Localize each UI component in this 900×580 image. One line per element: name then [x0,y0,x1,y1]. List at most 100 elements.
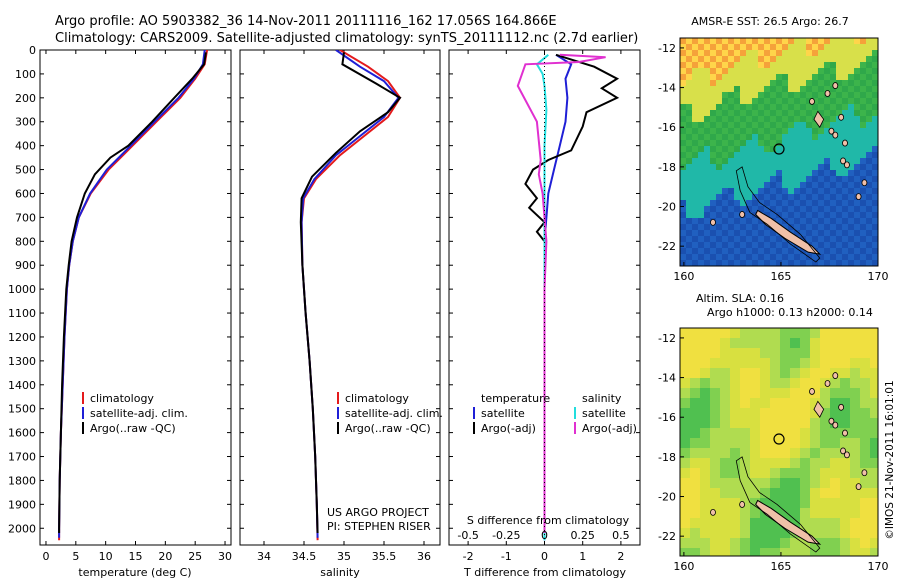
map-cell [790,458,801,469]
map-cell [680,518,691,529]
map-cell [800,508,811,519]
map-cell [806,188,813,195]
map-cell [872,158,878,165]
map-cell [690,438,701,449]
map-cell [770,44,777,51]
map-cell [728,152,735,159]
map-cell [728,170,735,177]
map-cell [794,44,801,51]
map-cell [848,122,855,129]
map-cell [710,188,717,195]
map-cell [872,188,878,195]
map-cell [794,56,801,63]
map-cell [860,80,867,87]
map-cell [842,104,849,111]
map-cell [850,478,861,489]
map-cell [734,206,741,213]
map-cell [720,448,731,459]
map-cell [806,104,813,111]
x-top-tick-label: 0.5 [612,529,630,542]
map-cell [810,508,821,519]
map-cell [734,104,741,111]
small-island [844,451,850,459]
map-cell [842,110,849,117]
map-cell [794,248,801,255]
small-island [838,403,845,411]
map-cell [770,62,777,69]
map-cell [758,38,765,45]
map-cell [824,62,831,69]
map-cell [820,508,831,519]
map-cell [860,548,871,556]
map-cell [872,62,878,69]
map-cell [800,152,807,159]
map-cell [680,158,687,165]
map-cell [836,260,843,266]
map-cell [788,74,795,81]
map-cell [764,188,771,195]
map-cell [788,68,795,75]
map-cell [690,488,701,499]
map-cell [872,116,878,123]
map-cell [730,468,741,479]
map-cell [680,176,687,183]
map-cell [764,80,771,87]
map-cell [750,368,761,379]
map-cell [740,328,751,339]
map-cell [770,488,781,499]
map-cell [850,538,861,549]
map-cell [842,80,849,87]
map-cell [758,176,765,183]
map-cell [780,538,791,549]
map-cell [770,236,777,243]
t-diff-axis-label: T difference from climatology [463,566,626,579]
map-cell [752,248,759,255]
map-cell [716,152,723,159]
map-cell [770,398,781,409]
map-cell [780,368,791,379]
map-cell [698,164,705,171]
small-island [824,380,831,387]
map-cell [806,158,813,165]
lat-tick-label: -18 [658,161,676,174]
map-cell [710,146,717,153]
map-cell [752,188,759,195]
map-cell [866,140,873,147]
map-cell [692,188,699,195]
map-cell [746,134,753,141]
map-cell [722,164,729,171]
map-cell [758,194,765,201]
map-cell [854,140,861,147]
map-cell [794,176,801,183]
map-cell [710,338,721,349]
map-cell [866,194,873,201]
map-cell [806,116,813,123]
map-cell [770,68,777,75]
map-cell [752,146,759,153]
lat-tick-label: -12 [658,332,676,345]
map-cell [788,134,795,141]
lat-tick-label: -18 [658,451,676,464]
map-cell [850,388,861,399]
map-cell [872,50,878,57]
map-cell [698,50,705,57]
map-cell [730,538,741,549]
map-cell [686,260,693,266]
map-cell [728,134,735,141]
map-cell [720,388,731,399]
map-cell [692,92,699,99]
map-cell [752,158,759,165]
map-cell [734,158,741,165]
map-cell [866,164,873,171]
map-cell [824,134,831,141]
map-cell [800,254,807,261]
map-cell [776,116,783,123]
map-cell [780,498,791,509]
map-cell [782,188,789,195]
map-cell [680,468,691,479]
x-tick-label: 35 [337,550,351,563]
map-cell [728,146,735,153]
map-cell [698,158,705,165]
map-cell [716,140,723,147]
map-cell [806,50,813,57]
